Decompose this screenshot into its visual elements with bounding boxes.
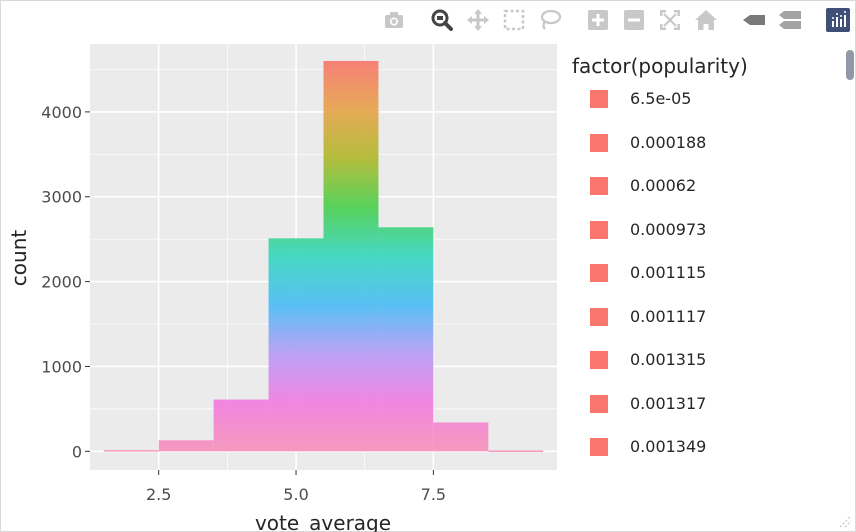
y-tick-label: 2000	[41, 273, 82, 292]
legend-item[interactable]: 0.000188	[590, 132, 830, 156]
x-tick-label: 5.0	[283, 485, 308, 504]
hover-closest-icon	[743, 15, 765, 25]
y-axis-title: count	[7, 230, 31, 287]
legend-swatch	[590, 90, 608, 108]
legend-swatch	[590, 177, 608, 195]
hover-closest-button[interactable]	[740, 6, 768, 34]
y-tick-label: 3000	[41, 188, 82, 207]
legend-label: 0.000188	[630, 132, 707, 152]
legend-swatch	[590, 220, 608, 239]
pan-button[interactable]	[464, 6, 492, 34]
histogram-bar-7[interactable]	[433, 422, 489, 452]
x-axis-title: vote_average	[255, 511, 391, 532]
legend-label: 0.001115	[630, 263, 707, 282]
camera-button[interactable]	[380, 6, 408, 34]
zoom-out-icon	[624, 10, 644, 30]
legend-label: 6.5e-05	[630, 89, 692, 108]
pan-icon	[467, 9, 489, 31]
legend-swatch	[590, 307, 608, 326]
legend-item[interactable]: 0.000973	[590, 219, 830, 243]
hover-compare-button[interactable]	[776, 6, 804, 34]
legend-item[interactable]: 0.001317	[590, 393, 830, 417]
modebar	[376, 6, 852, 36]
legend-label: 0.001317	[630, 393, 707, 413]
plotly-logo-icon	[826, 8, 850, 32]
legend-swatch	[590, 351, 608, 369]
box-select-icon	[503, 9, 525, 31]
x-tick-label: 7.5	[421, 485, 446, 504]
legend-label: 0.00062	[630, 176, 697, 195]
x-tick-label: 2.5	[146, 485, 171, 504]
lasso-select-button[interactable]	[536, 6, 564, 34]
zoom-button[interactable]	[428, 6, 456, 34]
legend-swatch	[590, 394, 608, 413]
legend-label: 0.001349	[630, 437, 707, 456]
camera-icon	[385, 12, 403, 28]
zoom-in-button[interactable]	[584, 6, 612, 34]
lasso-select-icon	[540, 9, 562, 30]
legend: factor(popularity) 6.5e-05 0.000188 0.0006…	[562, 52, 842, 472]
histogram-bar-6[interactable]	[378, 227, 434, 452]
legend-swatch	[590, 264, 608, 282]
legend-label: 0.001117	[630, 306, 707, 326]
plotly-logo-button[interactable]	[824, 6, 852, 34]
legend-item[interactable]: 0.001117	[590, 306, 830, 330]
legend-label: 0.000973	[630, 219, 707, 239]
box-select-button[interactable]	[500, 6, 528, 34]
legend-swatch	[590, 438, 608, 456]
zoom-icon	[431, 9, 453, 31]
histogram-chart: 0 1000 2000 3000 4000 2.5 5.0 7.5 count vote_av…	[7, 44, 557, 532]
legend-item[interactable]: 6.5e-05	[590, 88, 830, 112]
y-tick-label: 4000	[41, 103, 82, 122]
histogram-bar-8[interactable]	[488, 450, 544, 452]
legend-scrollbar[interactable]	[846, 50, 854, 80]
zoom-out-button[interactable]	[620, 6, 648, 34]
histogram-bar-2[interactable]	[158, 440, 214, 452]
histogram-bar-4[interactable]	[268, 238, 324, 452]
autoscale-icon	[660, 10, 680, 30]
legend-item[interactable]: 0.00062	[590, 175, 830, 199]
legend-item[interactable]: 0.001315	[590, 349, 830, 373]
reset-axes-icon	[695, 10, 717, 30]
histogram-bar-5[interactable]	[323, 60, 379, 452]
autoscale-button[interactable]	[656, 6, 684, 34]
zoom-in-icon	[588, 10, 608, 30]
legend-item[interactable]: 0.001349	[590, 436, 830, 460]
legend-item[interactable]: 0.001115	[590, 262, 830, 286]
histogram-bar-1[interactable]	[103, 450, 159, 452]
legend-title: factor(popularity)	[572, 54, 748, 78]
resize-grip-icon[interactable]	[838, 514, 852, 528]
y-tick-label: 1000	[41, 357, 82, 376]
legend-label: 0.001315	[630, 350, 707, 369]
legend-swatch	[590, 133, 608, 152]
hover-compare-icon	[779, 11, 801, 29]
y-tick-label: 0	[72, 442, 82, 461]
reset-axes-button[interactable]	[692, 6, 720, 34]
histogram-bar-3[interactable]	[213, 399, 269, 452]
